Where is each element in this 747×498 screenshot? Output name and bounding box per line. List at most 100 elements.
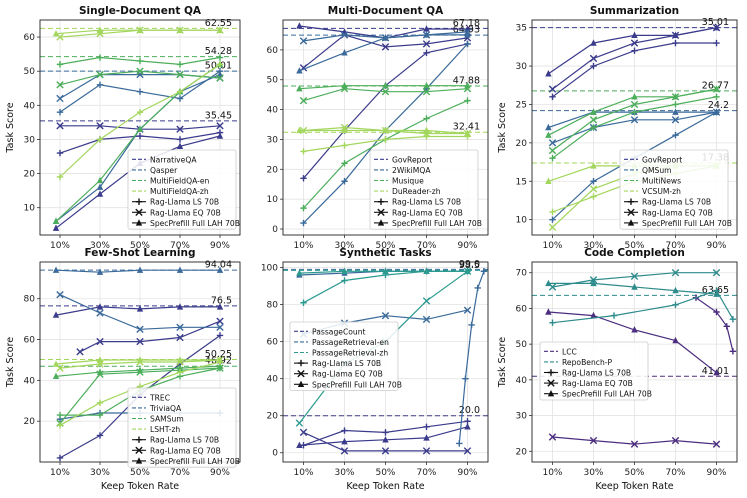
legend-label: SpecPrefill Full LAH 70B (312, 380, 402, 389)
legend-label: TriviaQA (149, 404, 182, 413)
chart-title: Single-Document QA (79, 5, 202, 17)
data-point (423, 434, 430, 441)
x-tick-label: 70% (416, 468, 436, 478)
y-tick-label: 50 (267, 76, 279, 86)
x-tick-label: 90% (706, 468, 726, 478)
data-point (299, 428, 308, 437)
data-point (382, 81, 389, 89)
data-point (96, 176, 104, 184)
data-point (672, 301, 679, 309)
y-tick-label: 20 (267, 165, 279, 175)
x-tick-label: 10% (293, 241, 313, 251)
legend-label: Rag-Llama LS 70B (150, 198, 219, 207)
data-point (382, 34, 389, 41)
data-point (713, 85, 720, 92)
data-point (630, 39, 639, 47)
data-point (300, 148, 307, 155)
legend-marker (377, 219, 385, 226)
data-point (630, 116, 639, 124)
data-point (96, 183, 104, 190)
data-point (672, 93, 679, 100)
legend-label: SpecPrefill Full LAH 70B (562, 390, 652, 399)
legend-marker (377, 208, 385, 216)
x-tick-label: 70% (665, 468, 685, 478)
data-point (300, 219, 307, 227)
data-point (462, 375, 469, 382)
y-tick-label: 50 (516, 340, 528, 350)
legend-label: SAMSum (150, 415, 184, 424)
data-point (136, 125, 144, 132)
reference-label: 62.55 (205, 18, 232, 29)
legend-label: MultiFieldQA-en (150, 177, 210, 186)
data-point (341, 160, 348, 167)
data-point (96, 356, 104, 363)
reference-label: 26.77 (702, 80, 729, 91)
data-point (729, 348, 737, 355)
data-point (295, 419, 304, 427)
data-point (96, 122, 104, 130)
legend-label: LSHT-zh (150, 425, 180, 434)
data-point (545, 70, 552, 77)
data-point (672, 108, 679, 115)
data-point (423, 267, 430, 274)
data-point (712, 269, 721, 277)
legend-label: Rag-Llama EQ 70B (150, 208, 221, 217)
data-point (589, 436, 598, 445)
data-point (630, 440, 639, 448)
data-point (56, 149, 64, 157)
x-tick-label: 30% (583, 468, 603, 478)
data-point (382, 429, 389, 436)
legend-marker (297, 359, 305, 367)
data-point (381, 43, 390, 51)
reference-label: 35.45 (205, 110, 232, 121)
data-point (548, 433, 557, 441)
legend-marker (135, 219, 143, 226)
legend-label: MultiFieldQA-zh (150, 187, 209, 196)
data-point (176, 136, 184, 143)
data-point (464, 129, 471, 137)
data-point (52, 372, 60, 379)
x-tick-label: 90% (457, 468, 477, 478)
data-point (96, 190, 104, 197)
data-point (216, 74, 224, 82)
data-point (713, 369, 720, 376)
data-point (299, 37, 308, 45)
legend-marker (135, 208, 143, 216)
y-tick-label: 20 (267, 412, 279, 422)
data-point (176, 95, 184, 102)
data-point (464, 423, 471, 430)
data-point (548, 85, 557, 93)
data-point (713, 308, 720, 316)
legend-marker (547, 390, 555, 397)
legend: PassageCount PassageRetrieval-en PassageRe… (289, 321, 402, 391)
legend-box (369, 149, 479, 230)
x-tick-label: 10% (50, 468, 70, 478)
data-point (590, 178, 597, 185)
data-point (296, 84, 303, 92)
data-point (422, 297, 431, 305)
data-point (296, 126, 303, 134)
data-point (56, 411, 64, 419)
y-tick-label: 40 (516, 376, 528, 386)
subplot: 2040608010%30%50%70%90%94.0476.550.2546.… (5, 247, 241, 492)
x-axis-label: Keep Token Rate (101, 481, 179, 492)
legend-label: PassageCount (312, 327, 366, 336)
data-point (341, 277, 348, 284)
data-point (549, 208, 556, 216)
legend-marker (627, 208, 635, 216)
y-tick-label: 10 (516, 216, 528, 226)
data-point (300, 175, 307, 182)
data-point (176, 70, 184, 79)
data-point (589, 116, 598, 124)
data-point (713, 108, 720, 115)
data-point (96, 399, 104, 407)
y-tick-label: 40 (267, 375, 279, 385)
x-tick-label: 50% (624, 241, 644, 251)
x-tick-label: 90% (457, 241, 477, 251)
data-point (136, 266, 144, 273)
legend-marker (547, 379, 555, 387)
data-point (176, 88, 184, 95)
y-tick-label: 80 (267, 301, 279, 311)
x-tick-label: 30% (90, 241, 110, 251)
data-point (464, 81, 471, 89)
